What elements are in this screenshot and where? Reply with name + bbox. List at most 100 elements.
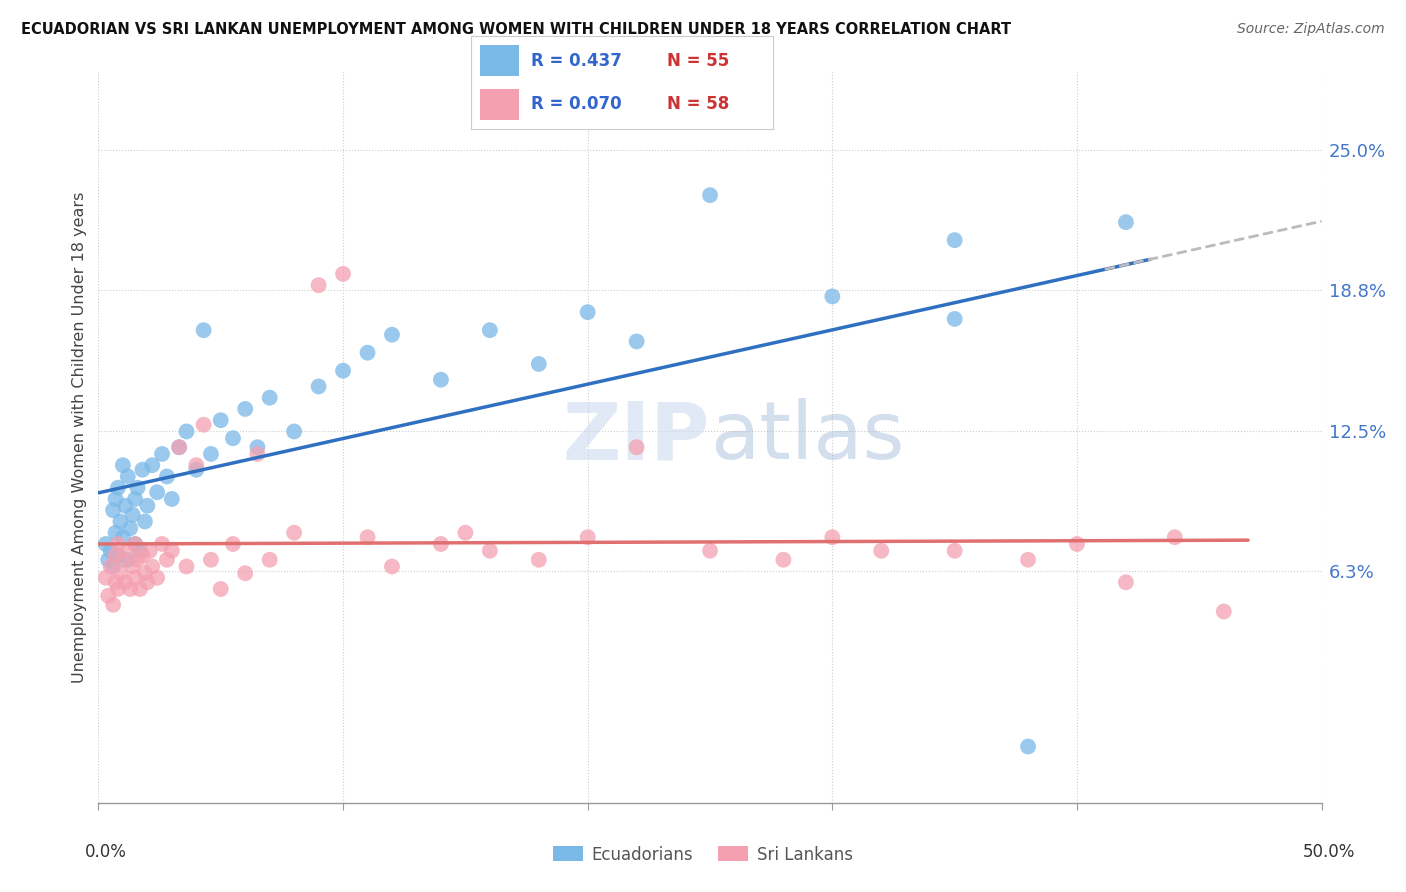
Point	[283, 525, 305, 540]
Point	[104, 491, 127, 506]
Point	[167, 440, 190, 454]
Point	[124, 537, 146, 551]
Point	[209, 582, 232, 596]
Point	[104, 575, 127, 590]
Point	[699, 188, 721, 202]
Point	[1164, 530, 1187, 544]
Point	[141, 458, 163, 473]
Point	[1017, 739, 1039, 754]
Point	[1212, 605, 1234, 619]
Point	[176, 559, 198, 574]
Point	[107, 582, 129, 596]
Text: R = 0.437: R = 0.437	[531, 52, 623, 70]
Point	[124, 537, 146, 551]
Point	[101, 559, 124, 574]
Point	[943, 312, 966, 326]
Point	[94, 571, 117, 585]
Point	[233, 401, 256, 416]
Text: atlas: atlas	[710, 398, 904, 476]
Text: N = 58: N = 58	[668, 95, 730, 113]
Point	[110, 566, 132, 581]
Point	[454, 525, 477, 540]
Point	[576, 530, 599, 544]
Point	[107, 537, 129, 551]
Point	[527, 553, 550, 567]
Point	[156, 553, 179, 567]
Point	[332, 267, 354, 281]
Bar	[479, 45, 519, 76]
Point	[114, 575, 136, 590]
Point	[110, 515, 132, 529]
Point	[141, 559, 163, 574]
Point	[104, 548, 127, 562]
Point	[111, 553, 134, 567]
Point	[156, 469, 179, 483]
Point	[97, 553, 120, 567]
Point	[943, 233, 966, 247]
Point	[114, 499, 136, 513]
Point	[356, 345, 378, 359]
Point	[193, 417, 215, 432]
Text: Source: ZipAtlas.com: Source: ZipAtlas.com	[1237, 22, 1385, 37]
Point	[100, 559, 122, 574]
Point	[160, 491, 183, 506]
Point	[136, 499, 159, 513]
Point	[176, 425, 198, 439]
Bar	[479, 89, 519, 120]
Text: ECUADORIAN VS SRI LANKAN UNEMPLOYMENT AMONG WOMEN WITH CHILDREN UNDER 18 YEARS C: ECUADORIAN VS SRI LANKAN UNEMPLOYMENT AM…	[21, 22, 1011, 37]
Point	[246, 447, 269, 461]
Point	[1115, 575, 1137, 590]
Point	[209, 413, 232, 427]
Point	[167, 440, 190, 454]
Point	[381, 327, 404, 342]
Point	[120, 582, 142, 596]
Point	[111, 530, 134, 544]
Point	[430, 537, 453, 551]
Point	[117, 469, 139, 483]
Point	[134, 515, 156, 529]
Point	[943, 543, 966, 558]
Point	[139, 543, 162, 558]
Point	[259, 391, 281, 405]
Point	[193, 323, 215, 337]
Point	[101, 503, 124, 517]
Point	[626, 440, 648, 454]
Point	[283, 425, 305, 439]
Point	[131, 463, 153, 477]
Point	[129, 582, 152, 596]
Point	[308, 379, 330, 393]
Point	[222, 537, 245, 551]
Point	[121, 508, 143, 522]
Point	[107, 481, 129, 495]
Point	[1115, 215, 1137, 229]
Point	[699, 543, 721, 558]
Point	[129, 543, 152, 558]
Point	[626, 334, 648, 349]
Point	[117, 553, 139, 567]
Point	[332, 364, 354, 378]
Point	[100, 543, 122, 558]
Point	[124, 571, 146, 585]
Point	[478, 543, 501, 558]
Point	[134, 566, 156, 581]
Point	[117, 543, 139, 558]
Point	[259, 553, 281, 567]
Point	[186, 458, 208, 473]
Point	[160, 543, 183, 558]
Point	[772, 553, 794, 567]
Point	[111, 458, 134, 473]
Point	[430, 373, 453, 387]
Point	[146, 485, 169, 500]
Point	[381, 559, 404, 574]
Point	[233, 566, 256, 581]
Text: ZIP: ZIP	[562, 398, 710, 476]
Point	[246, 440, 269, 454]
Point	[821, 530, 844, 544]
Point	[127, 481, 149, 495]
Point	[527, 357, 550, 371]
Point	[356, 530, 378, 544]
Text: N = 55: N = 55	[668, 52, 730, 70]
Point	[222, 431, 245, 445]
Y-axis label: Unemployment Among Women with Children Under 18 years: Unemployment Among Women with Children U…	[72, 192, 87, 682]
Point	[121, 559, 143, 574]
